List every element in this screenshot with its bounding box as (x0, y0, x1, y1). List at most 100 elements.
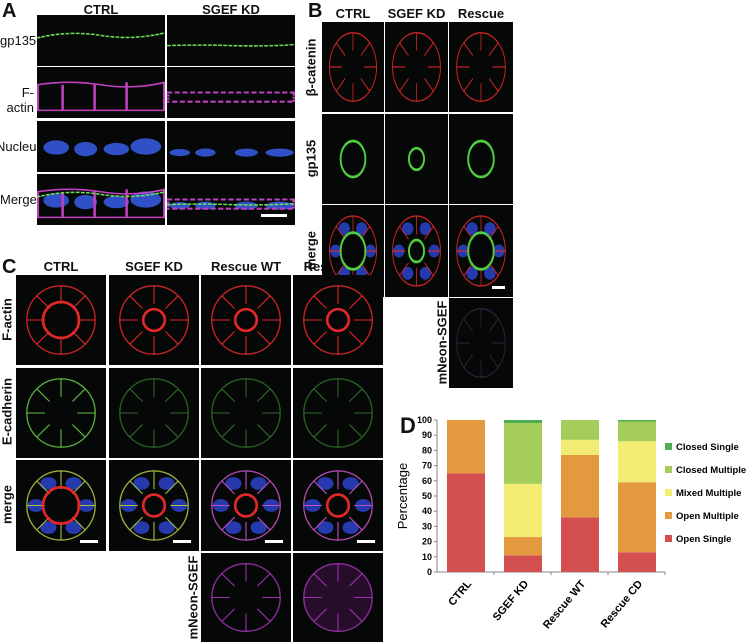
micrograph-ecadherin (109, 368, 199, 458)
panel-a-row-gp135: gp135 (0, 33, 37, 48)
micrograph-merge (385, 205, 448, 297)
bar-segment-open-multiple (561, 454, 599, 518)
legend-swatch (665, 443, 672, 450)
legend-label: Open Multiple (676, 511, 739, 522)
y-axis-label: Percentage (395, 463, 410, 530)
micrograph-merge (167, 174, 295, 225)
bar-segment-open-multiple (618, 482, 656, 553)
micrograph-factin (109, 275, 199, 365)
scale-bar (80, 540, 98, 543)
legend-swatch (665, 535, 672, 542)
bar-segment-mixed-multiple (618, 441, 656, 483)
micrograph-merge (16, 460, 106, 551)
panel-a-row-factin: F-actin (6, 85, 34, 115)
micrograph-ecadherin (293, 368, 383, 458)
y-tick-label: 70 (422, 461, 432, 471)
micrograph-ecadherin (201, 368, 291, 458)
micrograph-gp135 (385, 114, 448, 204)
bar-segment-open-multiple (504, 537, 542, 556)
bar-segment-closed-single (504, 420, 542, 424)
panel-c-label: C (2, 256, 17, 278)
legend-label: Closed Single (676, 442, 739, 453)
x-tick-label: Rescue CD (599, 578, 646, 630)
micrograph-beta-catenin (385, 22, 448, 112)
bar-segment-closed-multiple (618, 421, 656, 442)
x-tick-label: CTRL (446, 578, 474, 608)
panel-a-row-nucleus: Nucleus (0, 139, 43, 154)
bar-segment-closed-single (618, 420, 656, 422)
scale-bar (492, 286, 505, 289)
panel-a-col-sgef-kd: SGEF KD (202, 2, 260, 17)
bar-segment-mixed-multiple (504, 483, 542, 538)
y-tick-label: 40 (422, 506, 432, 516)
panel-c-row-mneon-sgef: mNeon-SGEF (185, 555, 201, 640)
micrograph-beta-catenin (449, 22, 513, 112)
micrograph-gp135 (322, 114, 384, 204)
scale-bar (173, 540, 191, 543)
y-tick-label: 80 (422, 445, 432, 455)
bar-segment-closed-multiple (561, 420, 599, 440)
micrograph-gp135 (167, 15, 295, 66)
scale-bar (357, 540, 375, 543)
micrograph-merge (109, 460, 199, 551)
y-tick-label: 60 (422, 476, 432, 486)
y-tick-label: 50 (422, 491, 432, 501)
micrograph-factin (37, 67, 165, 118)
micrograph-factin (167, 67, 295, 118)
scale-bar (261, 214, 287, 217)
panel-b-col-sgef-kd: SGEF KD (387, 6, 446, 21)
micrograph-merge (37, 174, 165, 225)
panel-c-row-merge: merge (0, 484, 15, 525)
micrograph-merge (293, 460, 383, 551)
panel-b-col-ctrl: CTRL (335, 6, 371, 21)
panel-b-row-gp135: gp135 (303, 139, 319, 178)
stacked-bar-chart: 0 10 20 30 40 50 60 70 80 90 100 Percentage CTRL SGEF… (395, 415, 746, 631)
micrograph-mneon-sgef (201, 553, 291, 642)
y-tick-label: 30 (422, 521, 432, 531)
legend-swatch (665, 489, 672, 496)
micrograph-ecadherin (16, 368, 106, 458)
legend-swatch (665, 466, 672, 473)
x-tick-label: SGEF KD (491, 578, 532, 623)
bar-segment-open-single (447, 473, 485, 572)
panel-b-row-mneon-sgef: mNeon-SGEF (434, 300, 450, 385)
panel-c-col-sgef-kd: SGEF KD (125, 259, 183, 274)
bar-segment-mixed-multiple (561, 439, 599, 455)
micrograph-gp135 (449, 114, 513, 204)
panel-a-col-ctrl: CTRL (83, 2, 119, 17)
y-tick-label: 90 (422, 430, 432, 440)
panel-b-row-beta-catenin: β-catenin (303, 38, 319, 97)
legend-label: Open Single (676, 534, 731, 545)
panel-a-label: A (2, 0, 17, 22)
x-tick-label: Rescue WT (541, 578, 588, 631)
bar-segment-open-single (618, 552, 656, 572)
bar-segment-open-single (561, 517, 599, 572)
panel-c-row-ecadherin: E-cadherin (0, 377, 15, 446)
panel-a-row-merge: Merge (0, 192, 37, 207)
micrograph-nucleus (167, 121, 295, 172)
micrograph-merge (201, 460, 291, 551)
y-tick-label: 0 (427, 567, 432, 577)
panel-c-row-factin: F-actin (0, 298, 15, 341)
bar-segment-open-single (504, 555, 542, 572)
y-tick-label: 100 (417, 415, 432, 425)
micrograph-factin (293, 275, 383, 365)
micrograph-beta-catenin (322, 22, 384, 112)
micrograph-factin (16, 275, 106, 365)
scale-bar (265, 540, 283, 543)
micrograph-factin (201, 275, 291, 365)
y-tick-label: 20 (422, 537, 432, 547)
bar-segment-open-multiple (447, 420, 485, 474)
legend-swatch (665, 512, 672, 519)
legend-label: Closed Multiple (676, 465, 746, 476)
panel-b-label: B (308, 0, 323, 22)
panel-c-col-ctrl: CTRL (43, 259, 79, 274)
y-tick-label: 10 (422, 552, 432, 562)
panel-d-label: D (400, 413, 416, 438)
bar-segment-closed-multiple (504, 423, 542, 484)
micrograph-merge (449, 205, 513, 297)
legend-label: Mixed Multiple (676, 488, 741, 499)
micrograph-nucleus (37, 121, 165, 172)
micrograph-mneon-sgef (293, 553, 383, 642)
